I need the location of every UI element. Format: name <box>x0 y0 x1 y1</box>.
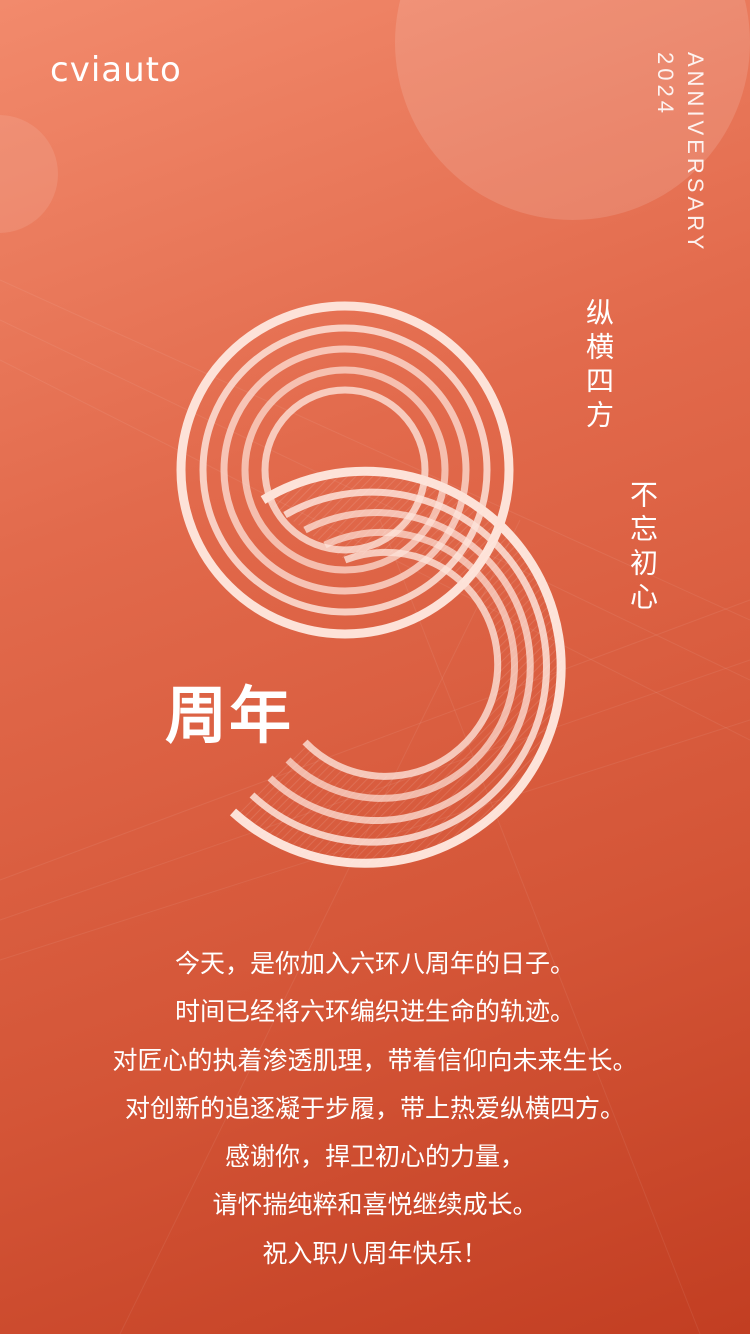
phrase-buwang-chuxin: 不忘初心 <box>626 480 659 616</box>
message-line: 感谢你，捍卫初心的力量， <box>224 1142 525 1172</box>
message-line: 对创新的追逐凝于步履，带上热爱纵横四方。 <box>124 1093 625 1123</box>
message-line: 今天，是你加入六环八周年的日子。 <box>174 949 575 978</box>
anniversary-vertical-label: ANNIVERSARY 2024 <box>650 52 710 253</box>
message-line: 请怀揣纯粹和喜悦继续成长。 <box>212 1190 538 1220</box>
anniversary-title: 周年 <box>165 679 294 752</box>
anniversary-message: 今天，是你加入六环八周年的日子。 时间已经将六环编织进生命的轨迹。 对匠心的执着… <box>0 940 750 1278</box>
message-line: 对匠心的执着渗透肌理，带着信仰向未来生长。 <box>112 1045 638 1075</box>
anniversary-word: ANNIVERSARY <box>683 52 708 254</box>
anniversary-year: 2024 <box>653 52 678 117</box>
upper-ring-group <box>176 301 514 639</box>
cviauto-logo: cviauto <box>50 50 182 90</box>
message-line: 祝入职八周年快乐！ <box>262 1238 488 1268</box>
message-line: 时间已经将六环编织进生命的轨迹。 <box>174 997 575 1027</box>
phrase-zongheng-sifang: 纵横四方 <box>582 298 615 434</box>
